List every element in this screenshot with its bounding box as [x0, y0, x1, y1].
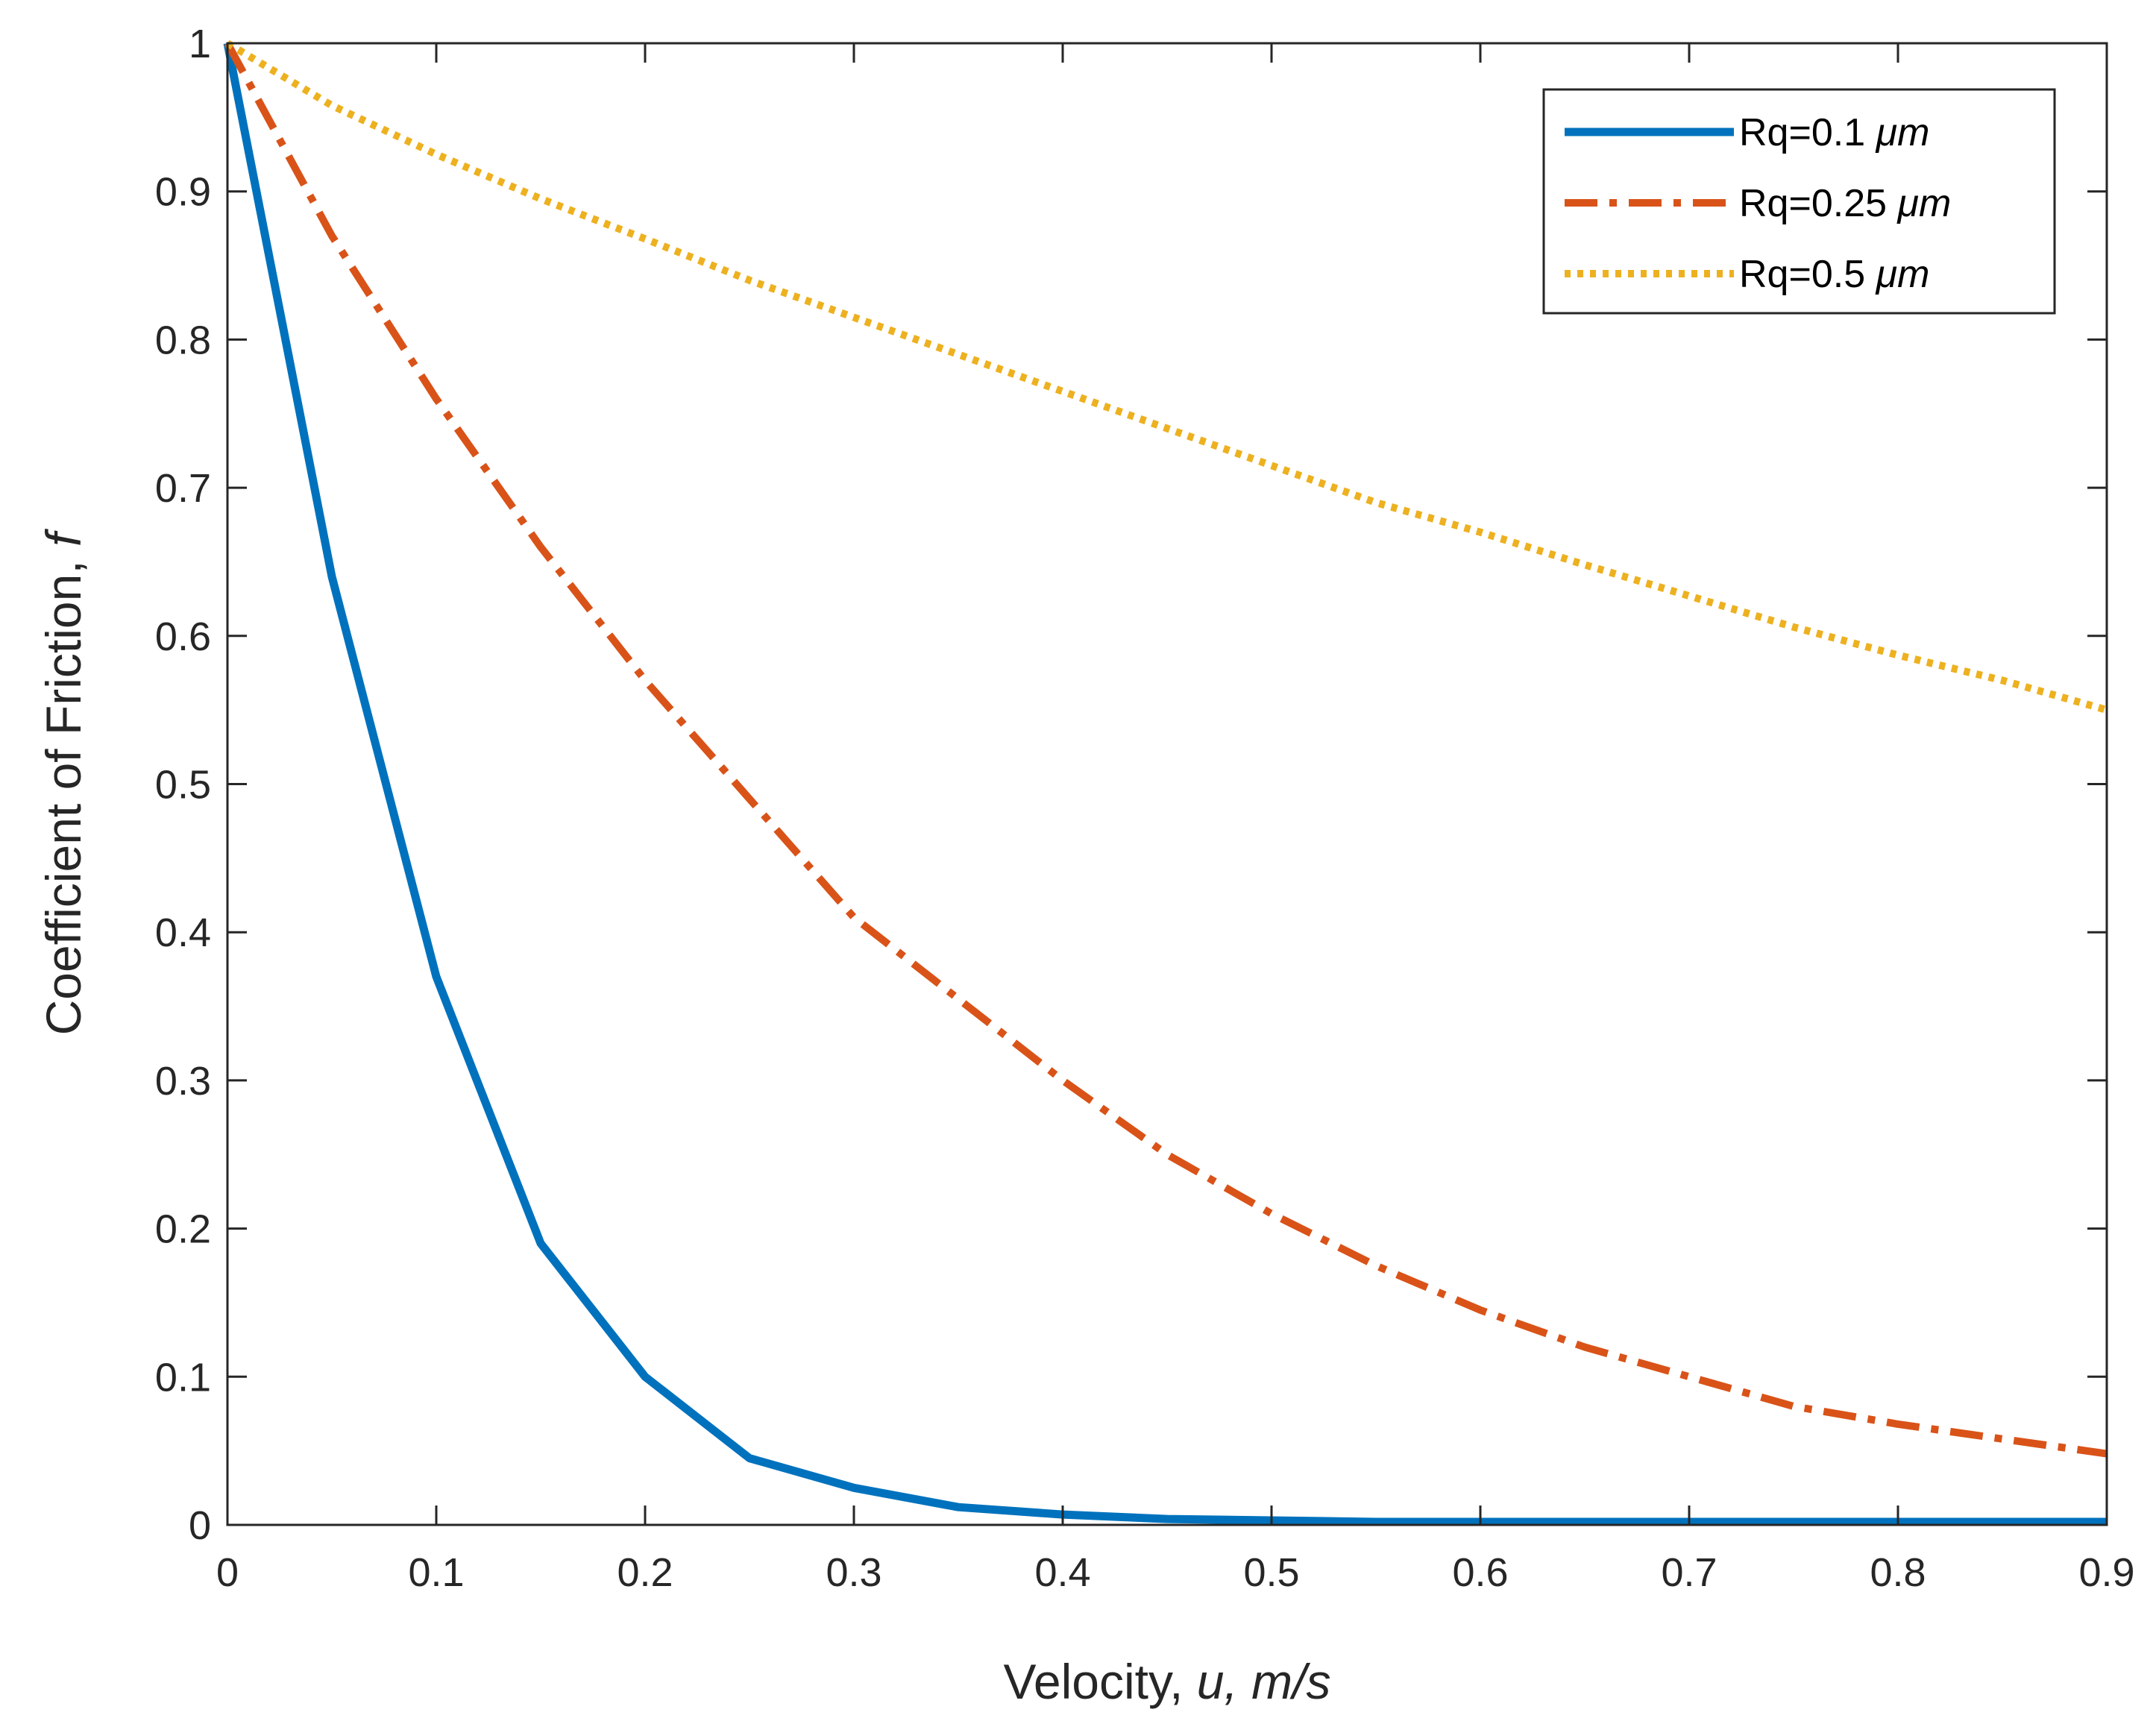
y-axis-title: Coefficient of Friction, f	[36, 528, 91, 1035]
x-tick-label: 0.2	[617, 1550, 673, 1595]
y-tick-label: 0.8	[155, 318, 211, 362]
legend-item-3: Rq=0.5 μm	[1565, 253, 1929, 296]
x-tick-label: 0.8	[1870, 1550, 1926, 1595]
x-tick-labels: 0 0.1 0.2 0.3 0.4 0.5 0.6 0.7 0.8 0.9	[216, 1550, 2135, 1595]
x-axis-title: Velocity, u, m/s	[1004, 1654, 1331, 1709]
x-tick-label: 0.3	[826, 1550, 881, 1595]
legend-label-name: Rq=0.25	[1739, 182, 1898, 225]
x-tick-label: 0.7	[1661, 1550, 1717, 1595]
y-tick-labels: 0 0.1 0.2 0.3 0.4 0.5 0.6 0.7 0.8 0.9 1	[155, 22, 211, 1548]
x-tick-label: 0.9	[2078, 1550, 2134, 1595]
legend-label: Rq=0.5 μm	[1739, 253, 1929, 296]
legend-label: Rq=0.25 μm	[1739, 182, 1951, 225]
legend-label-unit: μm	[1875, 253, 1930, 296]
axes-box	[226, 42, 2108, 1526]
series-layer	[223, 40, 2108, 1526]
x-tick-label: 0.6	[1452, 1550, 1508, 1595]
y-tick-label: 0.5	[155, 763, 211, 808]
series-line-3	[225, 40, 2108, 714]
x-tick-label: 0.5	[1243, 1550, 1299, 1595]
y-tick-label: 0.2	[155, 1207, 211, 1252]
y-axis-title-prefix: Coefficient of Friction,	[36, 547, 91, 1035]
series-line-2	[224, 41, 2108, 1458]
series-line-1	[223, 42, 2107, 1526]
y-tick-label: 0.6	[155, 614, 211, 659]
legend-label-name: Rq=0.5	[1739, 253, 1876, 296]
y-tick-label: 0.4	[155, 910, 211, 955]
y-tick-label: 1	[189, 22, 211, 66]
legend-item-1: Rq=0.1 μm	[1565, 111, 1929, 154]
x-tick-label: 0	[216, 1550, 239, 1595]
legend-item-2: Rq=0.25 μm	[1565, 182, 1951, 225]
legend-label-name: Rq=0.1	[1739, 111, 1876, 154]
y-tick-label: 0.3	[155, 1059, 211, 1104]
y-tick-label: 0.1	[155, 1355, 211, 1400]
x-tick-label: 0.1	[408, 1550, 464, 1595]
legend-label-unit: μm	[1896, 182, 1952, 225]
x-tick-label: 0.4	[1034, 1550, 1090, 1595]
legend-label-unit: μm	[1875, 111, 1930, 154]
y-tick-label: 0	[189, 1503, 211, 1548]
y-tick-label: 0.9	[155, 170, 211, 215]
y-tick-label: 0.7	[155, 466, 211, 511]
x-axis-title-prefix: Velocity,	[1004, 1654, 1197, 1709]
axis-ticks	[226, 42, 2108, 1526]
legend-label: Rq=0.1 μm	[1739, 111, 1929, 154]
x-axis-title-variable: u, m/s	[1197, 1654, 1331, 1709]
